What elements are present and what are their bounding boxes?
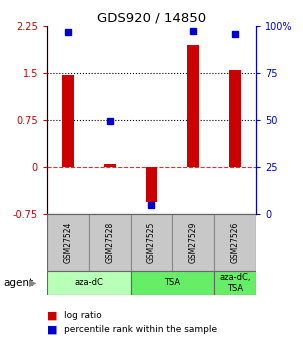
Text: ■: ■ [47,325,58,334]
Text: TSA: TSA [164,278,181,287]
Bar [214,214,256,271]
Bar [104,164,115,167]
Bar [62,76,74,167]
Text: GSM27529: GSM27529 [189,222,198,263]
Text: ▶: ▶ [29,278,36,288]
Text: GSM27528: GSM27528 [105,222,114,263]
Bar [131,271,214,295]
Bar [47,271,131,295]
Bar [214,271,256,295]
Bar [146,167,157,202]
Text: percentile rank within the sample: percentile rank within the sample [64,325,217,334]
Text: ■: ■ [47,311,58,321]
Bar [229,70,241,167]
Text: GDS920 / 14850: GDS920 / 14850 [97,11,206,24]
Text: aza-dC,
TSA: aza-dC, TSA [219,273,251,293]
Bar [131,214,172,271]
Bar [188,45,199,167]
Text: GSM27525: GSM27525 [147,222,156,263]
Text: log ratio: log ratio [64,311,102,320]
Bar [89,214,131,271]
Text: aza-dC: aza-dC [74,278,103,287]
Text: GSM27526: GSM27526 [231,222,240,263]
Bar [47,214,89,271]
Bar [172,214,214,271]
Text: agent: agent [3,278,33,288]
Text: GSM27524: GSM27524 [63,222,72,263]
